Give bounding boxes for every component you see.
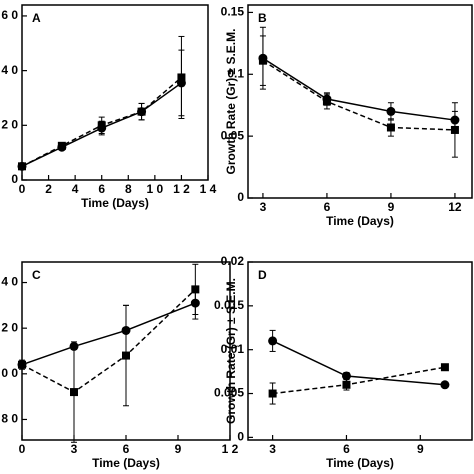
panel-label: B: [258, 11, 267, 25]
data-point: [18, 162, 26, 171]
x-tick-label: 3: [71, 442, 78, 456]
plot-frame: [247, 261, 473, 441]
panel-label: C: [32, 268, 41, 282]
plot-frame: [247, 4, 473, 199]
series-line: [272, 366, 446, 395]
data-point: [122, 351, 130, 360]
data-point: [386, 123, 395, 132]
y-tick-label: 0 0: [1, 366, 18, 380]
y-tick-label: 0: [237, 430, 244, 444]
x-tick-label: 3: [260, 200, 267, 214]
y-tick-label: 0.015: [214, 298, 244, 312]
x-tick-label: 2: [45, 182, 52, 196]
x-axis-label: Time (Days): [92, 456, 160, 470]
panel-label: D: [258, 268, 267, 282]
data-point: [268, 389, 277, 398]
y-tick-label: 2 0: [1, 117, 18, 131]
x-axis-label: Time (Days): [326, 456, 394, 470]
data-point: [70, 388, 78, 397]
x-tick-label: 1 4: [200, 182, 217, 196]
data-point: [177, 73, 186, 82]
x-axis-label: Time (Days): [81, 196, 149, 210]
x-tick-label: 1 2: [222, 442, 239, 456]
panel-label: A: [32, 11, 41, 25]
data-point: [440, 380, 450, 390]
x-tick-label: 8: [125, 182, 132, 196]
y-tick-label: 0: [11, 172, 18, 186]
y-tick-label: 4 0: [1, 63, 18, 77]
x-tick-label: 1 2: [173, 182, 190, 196]
data-point: [440, 363, 449, 372]
y-tick-label: 0: [237, 190, 244, 204]
x-tick-label: 6: [123, 442, 130, 456]
x-tick-label: 12: [448, 200, 462, 214]
data-point: [342, 380, 351, 389]
x-tick-label: 0: [19, 182, 26, 196]
y-tick-label: 8 0: [1, 412, 18, 426]
x-tick-label: 9: [388, 200, 395, 214]
data-point: [97, 121, 106, 130]
data-point: [341, 371, 351, 381]
y-tick-label: 0.01: [221, 342, 245, 356]
x-tick-label: 0: [19, 442, 26, 456]
data-point: [386, 106, 396, 116]
x-tick-label: 1 0: [147, 182, 164, 196]
data-point: [18, 360, 26, 369]
data-point: [322, 97, 331, 106]
data-point: [137, 107, 146, 116]
y-tick-label: 0.05: [221, 128, 245, 142]
series-line: [21, 288, 196, 393]
series-line: [272, 340, 445, 386]
data-point: [268, 336, 278, 346]
series-line: [21, 302, 196, 366]
data-point: [57, 141, 66, 150]
x-tick-label: 3: [269, 442, 276, 456]
y-tick-label: 0.15: [221, 5, 245, 19]
x-tick-label: 9: [417, 442, 424, 456]
data-point: [191, 285, 200, 294]
y-tick-label: 6 0: [1, 8, 18, 22]
y-axis-label: Growth Rate (Gr) ± S.E.M.: [224, 29, 238, 175]
x-tick-label: 6: [98, 182, 105, 196]
x-tick-label: 9: [175, 442, 182, 456]
plot-frame: [21, 4, 209, 181]
y-tick-label: 4 0: [1, 275, 18, 289]
x-axis-label: Time (Days): [326, 214, 394, 228]
series-line: [262, 60, 455, 131]
data-point: [258, 56, 267, 65]
y-axis-label: Growth Rate (Gr) ± S.E.M.: [224, 278, 238, 424]
x-tick-label: 4: [72, 182, 79, 196]
series-line: [262, 57, 456, 121]
y-tick-label: 0.005: [214, 386, 244, 400]
y-tick-label: 0.1: [227, 66, 244, 80]
data-point: [450, 125, 459, 134]
y-tick-label: 0.02: [221, 254, 245, 268]
x-tick-label: 6: [343, 442, 350, 456]
x-tick-label: 6: [324, 200, 331, 214]
y-tick-label: 2 0: [1, 320, 18, 334]
